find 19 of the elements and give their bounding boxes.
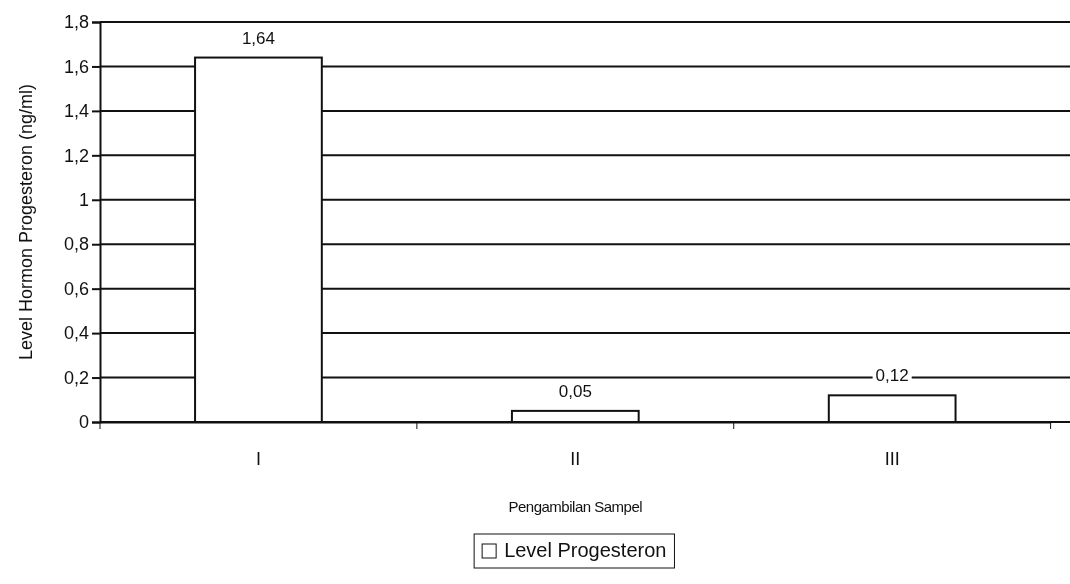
legend-label: Level Progesteron <box>504 539 667 561</box>
y-tick-label: 1,2 <box>63 145 89 166</box>
x-tick-label: III <box>884 448 900 469</box>
y-tick-label: 0,4 <box>63 323 89 344</box>
y-tick-label: 0 <box>78 412 89 433</box>
y-tick-label: 1 <box>78 190 89 211</box>
x-axis-title: Pengambilan Sampel <box>508 498 643 515</box>
data-label: 0,12 <box>875 366 909 386</box>
x-tick-label: II <box>570 448 581 469</box>
y-tick-label: 1,6 <box>63 56 89 77</box>
data-label: 1,64 <box>241 28 275 48</box>
x-tick-label: I <box>255 448 261 469</box>
y-tick-label: 0,8 <box>63 234 89 255</box>
y-tick-label: 1,4 <box>63 101 89 122</box>
y-tick-label: 1,8 <box>63 12 89 33</box>
data-label: 0,05 <box>558 381 592 401</box>
y-axis-title: Level Hormon Progesteron (ng/ml) <box>16 83 36 361</box>
y-tick-label: 0,6 <box>63 278 89 299</box>
y-tick-label: 0,2 <box>63 367 89 388</box>
